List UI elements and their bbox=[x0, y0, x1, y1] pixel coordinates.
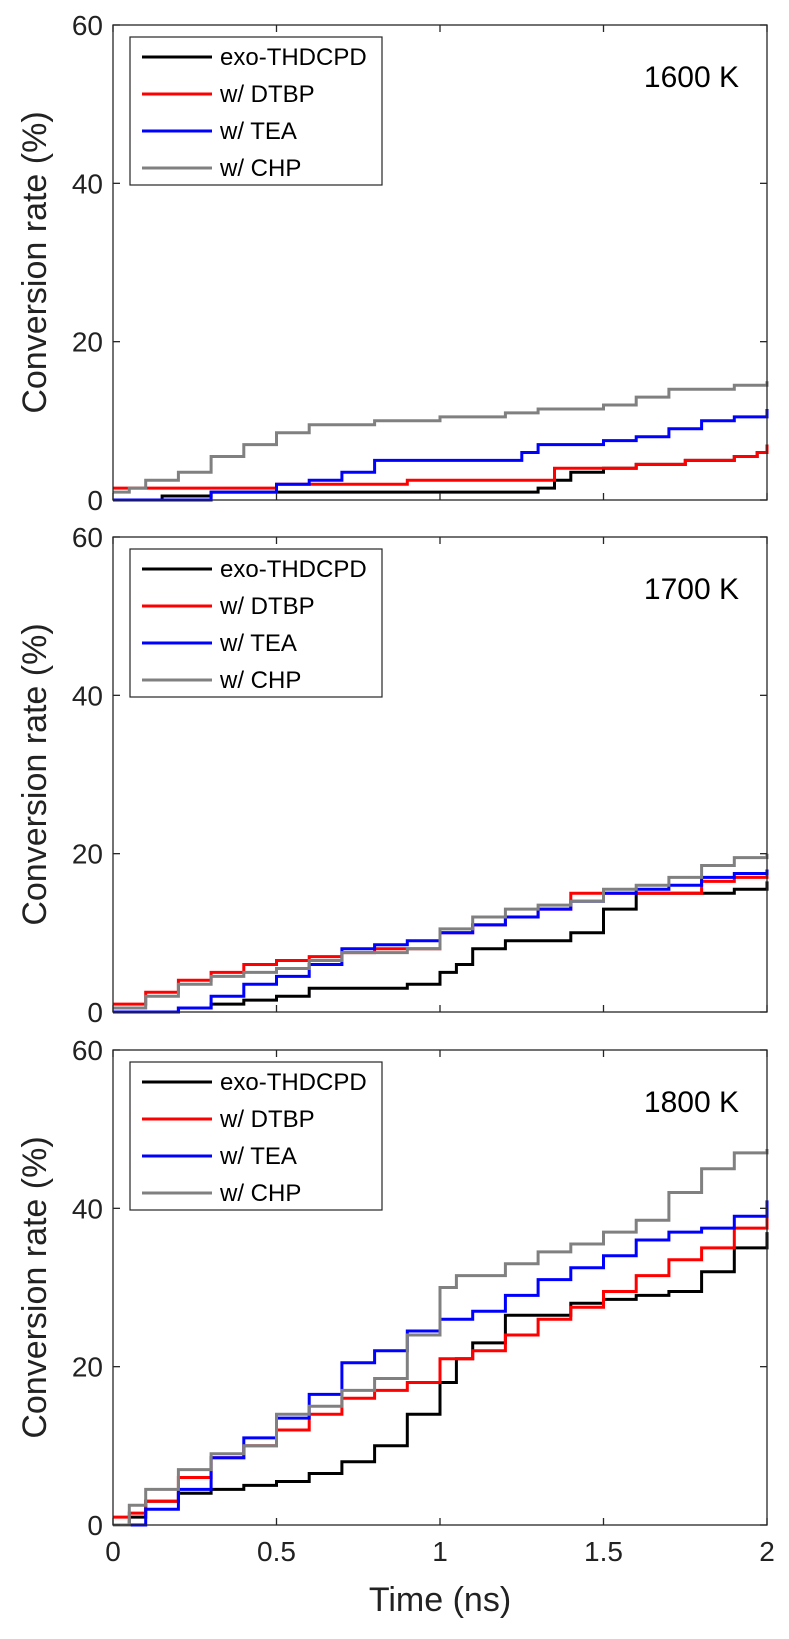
y-tick-label: 20 bbox=[72, 1352, 103, 1383]
y-axis-label: Conversion rate (%) bbox=[16, 623, 54, 925]
legend-label-dtbp: w/ DTBP bbox=[219, 593, 315, 620]
series-line-tea bbox=[113, 409, 769, 502]
y-tick-label: 60 bbox=[72, 522, 103, 553]
legend-entry-chp: w/ CHP bbox=[142, 667, 301, 694]
x-tick-label: 1 bbox=[432, 1536, 448, 1567]
legend-label-dtbp: w/ DTBP bbox=[219, 1106, 315, 1133]
legend-label-chp: w/ CHP bbox=[219, 1180, 301, 1207]
series-line-chp bbox=[113, 381, 769, 494]
temperature-label: 1700 K bbox=[644, 573, 739, 606]
temperature-label: 1800 K bbox=[644, 1086, 739, 1119]
y-tick-label: 60 bbox=[72, 10, 103, 41]
legend-entry-tea: w/ TEA bbox=[142, 1143, 297, 1170]
x-axis-label: Time (ns) bbox=[369, 1581, 511, 1619]
legend: exo-THDCPD w/ DTBP w/ TEA w/ CHP bbox=[129, 548, 383, 698]
panel-1600k: 0 20 40 60 Conversion rate (%) 1600 K exo-T… bbox=[16, 10, 769, 516]
y-tick-label: 40 bbox=[72, 680, 103, 711]
legend: exo-THDCPD w/ DTBP w/ TEA w/ CHP bbox=[129, 36, 383, 186]
y-tick-label: 0 bbox=[87, 485, 103, 516]
y-tick-label: 60 bbox=[72, 1035, 103, 1066]
temperature-label: 1600 K bbox=[644, 61, 739, 94]
legend-entry-dtbp: w/ DTBP bbox=[142, 1106, 315, 1133]
legend-label-dtbp: w/ DTBP bbox=[219, 81, 315, 108]
legend-entry-tea: w/ TEA bbox=[142, 630, 297, 657]
legend-box bbox=[129, 548, 383, 698]
y-tick-label: 40 bbox=[72, 168, 103, 199]
y-tick-label: 0 bbox=[87, 997, 103, 1028]
legend-entry-dtbp: w/ DTBP bbox=[142, 81, 315, 108]
legend-label-tea: w/ TEA bbox=[219, 118, 297, 145]
y-axis-label: Conversion rate (%) bbox=[16, 1136, 54, 1438]
legend-label-tea: w/ TEA bbox=[219, 1143, 297, 1170]
legend-label-tea: w/ TEA bbox=[219, 630, 297, 657]
y-axis-label: Conversion rate (%) bbox=[16, 111, 54, 413]
panel-1700k: 0 20 40 60 Conversion rate (%) 1700 K exo-T… bbox=[16, 522, 769, 1028]
legend-entry-dtbp: w/ DTBP bbox=[142, 593, 315, 620]
y-tick-label: 20 bbox=[72, 327, 103, 358]
legend-entry-chp: w/ CHP bbox=[142, 155, 301, 182]
panel-1800k: 0 20 40 60 0 0.5 1 1.5 2 Conversion rate (%) Tim… bbox=[16, 1035, 775, 1619]
y-tick-label: 0 bbox=[87, 1510, 103, 1541]
legend-box bbox=[129, 1061, 383, 1211]
legend-box bbox=[129, 36, 383, 186]
x-tick-label: 1.5 bbox=[584, 1536, 623, 1567]
legend-entry-exo-thdcpd: exo-THDCPD bbox=[142, 556, 367, 583]
series-line-tea bbox=[113, 869, 769, 1014]
x-tick-label: 0.5 bbox=[257, 1536, 296, 1567]
series-line-chp bbox=[113, 1149, 769, 1527]
legend-label-exo-thdcpd: exo-THDCPD bbox=[220, 556, 367, 583]
legend-entry-exo-thdcpd: exo-THDCPD bbox=[142, 1069, 367, 1096]
legend-entry-tea: w/ TEA bbox=[142, 118, 297, 145]
y-tick-label: 20 bbox=[72, 839, 103, 870]
y-tick-label: 40 bbox=[72, 1193, 103, 1224]
legend-label-chp: w/ CHP bbox=[219, 667, 301, 694]
series-line-exo-thdcpd bbox=[113, 1232, 769, 1527]
x-tick-label: 2 bbox=[759, 1536, 775, 1567]
legend-label-exo-thdcpd: exo-THDCPD bbox=[220, 44, 367, 71]
legend-label-exo-thdcpd: exo-THDCPD bbox=[220, 1069, 367, 1096]
legend-label-chp: w/ CHP bbox=[219, 155, 301, 182]
legend: exo-THDCPD w/ DTBP w/ TEA w/ CHP bbox=[129, 1061, 383, 1211]
legend-entry-chp: w/ CHP bbox=[142, 1180, 301, 1207]
x-tick-label: 0 bbox=[105, 1536, 121, 1567]
legend-entry-exo-thdcpd: exo-THDCPD bbox=[142, 44, 367, 71]
series-line-chp bbox=[113, 853, 769, 1010]
